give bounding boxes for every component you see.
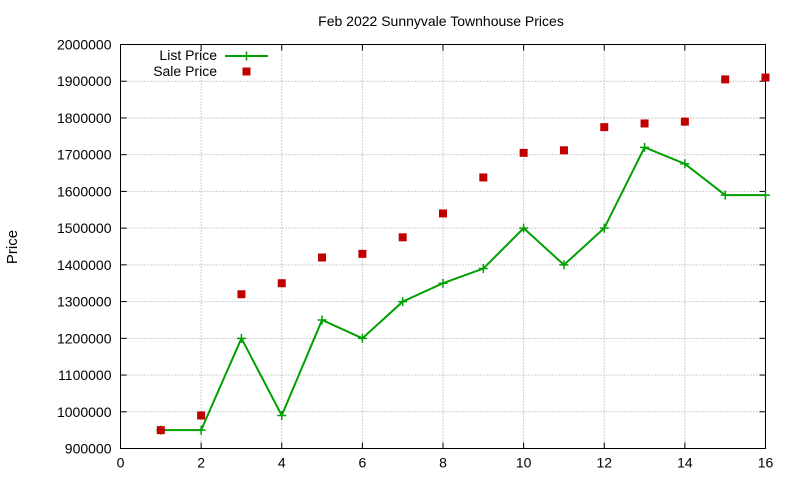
- legend-label-sale-price: Sale Price: [153, 63, 217, 79]
- x-tick-label: 16: [758, 455, 774, 471]
- list-price-point: [236, 333, 246, 343]
- list-price-point: [519, 223, 529, 233]
- grid-lines: [120, 44, 766, 449]
- list-price-point: [398, 297, 408, 307]
- sale-price-point: [156, 426, 165, 435]
- x-tick-label: 14: [677, 455, 693, 471]
- list-price-point: [720, 190, 730, 200]
- list-price-line: [160, 146, 766, 432]
- list-price-point: [599, 223, 609, 233]
- sale-price-point: [519, 148, 528, 157]
- x-tick-label: 0: [117, 455, 125, 471]
- y-tick-label: 1100000: [58, 367, 112, 383]
- list-price-point: [680, 159, 690, 169]
- y-tick-label: 1500000: [57, 220, 112, 236]
- x-tick-label: 12: [596, 455, 612, 471]
- x-tick-label: 10: [516, 455, 532, 471]
- sale-price-point: [277, 279, 286, 288]
- y-tick-label: 2000000: [57, 37, 112, 53]
- list-price-point: [317, 315, 327, 325]
- plot-frame: [120, 44, 766, 449]
- y-tick-label: 1000000: [57, 404, 112, 420]
- list-price-point: [640, 142, 650, 152]
- sale-price-point: [600, 123, 609, 132]
- x-tick-label: 8: [439, 455, 447, 471]
- sale-price-point: [721, 75, 730, 84]
- list-price-point: [761, 190, 770, 200]
- x-tick-label: 6: [358, 455, 366, 471]
- list-price-point: [438, 278, 448, 288]
- y-tick-label: 900000: [65, 441, 112, 457]
- y-tick-label: 1900000: [57, 73, 112, 89]
- list-price-point: [559, 260, 569, 270]
- list-price-point: [196, 425, 206, 435]
- list-price-point: [357, 333, 367, 343]
- y-tick-label: 1800000: [57, 110, 112, 126]
- y-axis-label: Price: [4, 230, 21, 264]
- sale-price-point: [680, 117, 689, 126]
- x-tick-labels: 0 2 4 6 8 10 12 14 16: [117, 455, 774, 471]
- sale-price-point: [479, 173, 488, 182]
- sale-price-point: [398, 233, 407, 242]
- sale-price-point: [640, 119, 649, 128]
- y-tick-labels: 900000 1000000 1100000 1200000 1300000 140000…: [57, 37, 112, 457]
- legend-label-list-price: List Price: [159, 47, 217, 63]
- y-tick-label: 1400000: [57, 257, 112, 273]
- sale-price-point: [237, 290, 246, 299]
- list-price-point: [478, 264, 488, 274]
- sale-price-point: [197, 411, 206, 420]
- y-tick-label: 1600000: [57, 183, 112, 199]
- data-series: [156, 73, 770, 435]
- legend-key-sale-price: [242, 67, 251, 76]
- sale-price-point: [358, 249, 367, 258]
- legend-marker-list-price: [242, 51, 251, 61]
- x-tick-label: 4: [278, 455, 286, 471]
- y-tick-label: 1200000: [57, 330, 112, 346]
- y-tick-label: 1300000: [57, 294, 112, 310]
- legend: List Price Sale Price: [153, 47, 268, 79]
- chart-title: Feb 2022 Sunnyvale Townhouse Prices: [318, 13, 564, 29]
- list-price-point: [277, 410, 287, 420]
- sale-price-point: [439, 209, 447, 218]
- y-tick-label: 1700000: [57, 147, 112, 163]
- sale-price-point: [318, 253, 327, 262]
- sale-price-point: [559, 146, 568, 155]
- sale-price-point: [761, 73, 770, 82]
- x-tick-label: 2: [197, 455, 205, 471]
